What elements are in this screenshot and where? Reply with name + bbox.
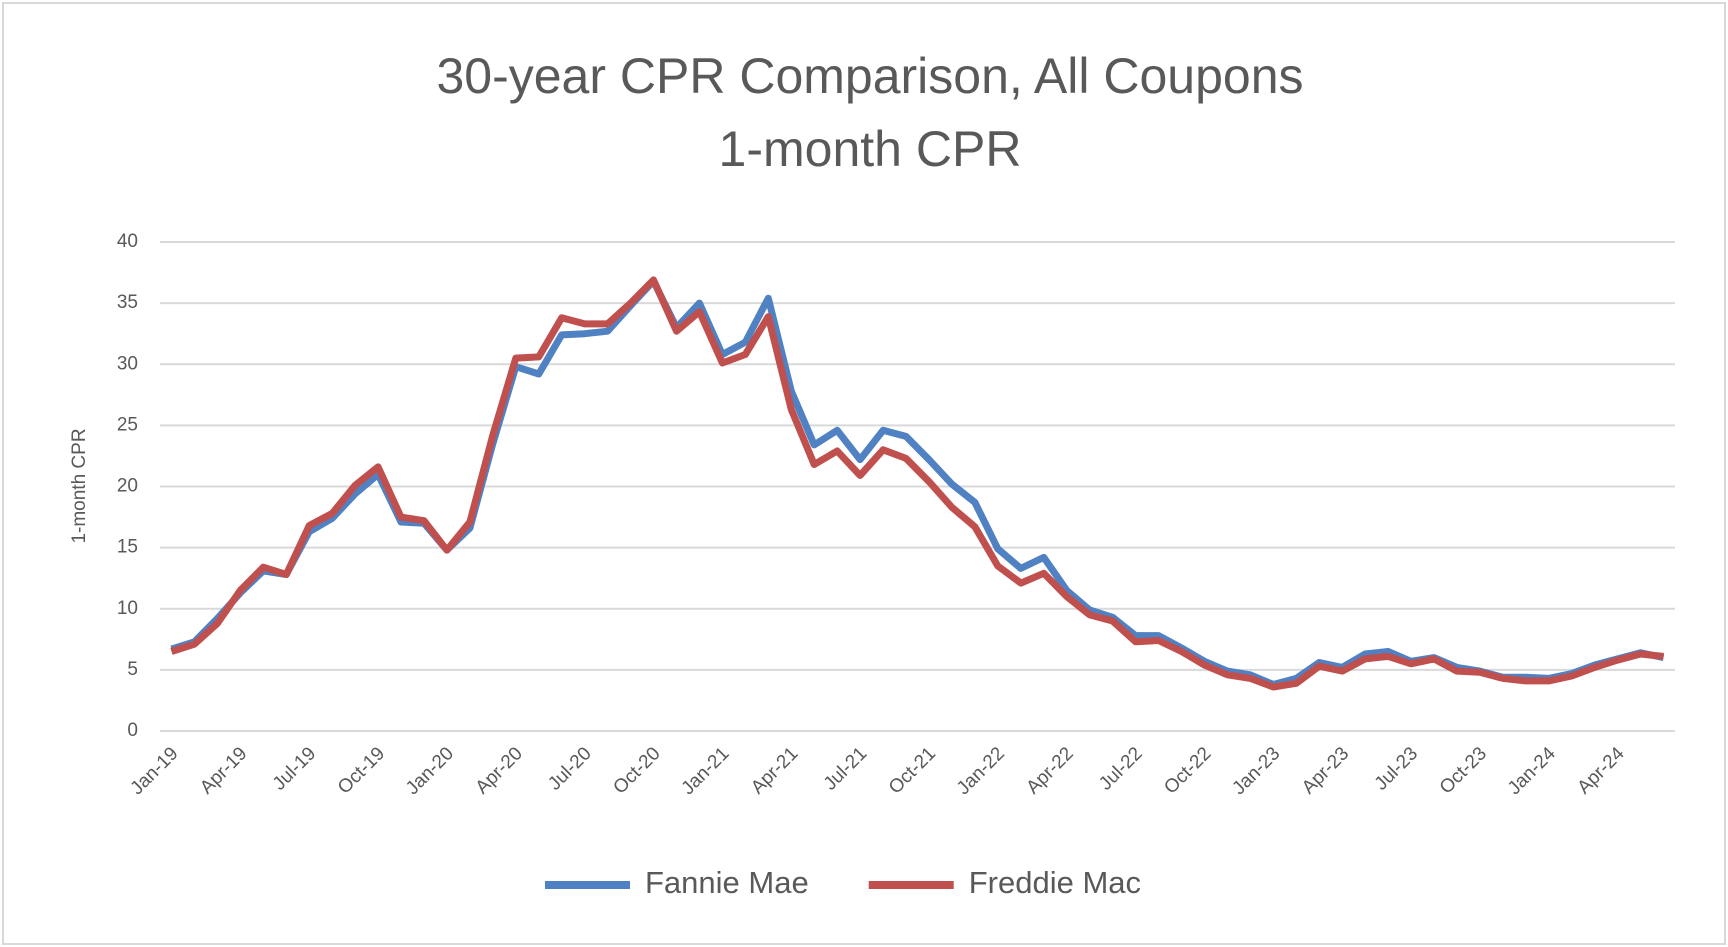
y-tick-label: 35 [117,292,138,313]
x-tick-label: Jul-21 [820,743,871,794]
x-tick-label: Jan-23 [1228,743,1284,799]
x-tick-label: Jul-20 [544,743,595,794]
x-tick-label: Jul-22 [1095,743,1146,794]
y-tick-label: 20 [117,476,138,497]
y-tick-label: 5 [127,659,138,680]
x-tick-label: Jan-19 [127,743,183,799]
legend-label: Freddie Mac [969,865,1141,900]
chart-title: 30-year CPR Comparison, All Coupons [436,48,1303,104]
x-tick-label: Apr-21 [747,743,802,798]
x-tick-label: Apr-23 [1298,743,1353,798]
legend-label: Fannie Mae [645,865,809,900]
x-tick-label: Jul-19 [269,743,320,794]
series-line [170,276,1664,691]
x-tick-label: Jan-21 [678,743,734,799]
y-axis-label: 1-month CPR [69,428,90,543]
x-tick-label: Oct-23 [1436,743,1491,798]
x-tick-label: Oct-22 [1160,743,1215,798]
x-tick-label: Jul-23 [1371,743,1422,794]
x-tick-label: Oct-19 [334,743,389,798]
y-tick-label: 10 [117,598,138,619]
y-tick-label: 15 [117,537,138,558]
x-tick-label: Jan-24 [1504,743,1560,799]
x-tick-label: Jan-20 [402,743,458,799]
x-tick-label: Oct-21 [885,743,940,798]
series-line [170,277,1665,688]
y-tick-label: 0 [127,720,138,741]
y-tick-label: 25 [117,414,138,435]
y-tick-label: 30 [117,353,138,374]
x-tick-label: Apr-22 [1023,743,1078,798]
chart-subtitle: 1-month CPR [719,121,1022,177]
x-tick-label: Apr-24 [1574,743,1629,798]
y-tick-label: 40 [117,231,138,252]
x-tick-label: Jan-22 [953,743,1009,799]
x-tick-label: Apr-20 [472,743,527,798]
x-tick-label: Oct-20 [609,743,664,798]
x-tick-label: Apr-19 [196,743,251,798]
